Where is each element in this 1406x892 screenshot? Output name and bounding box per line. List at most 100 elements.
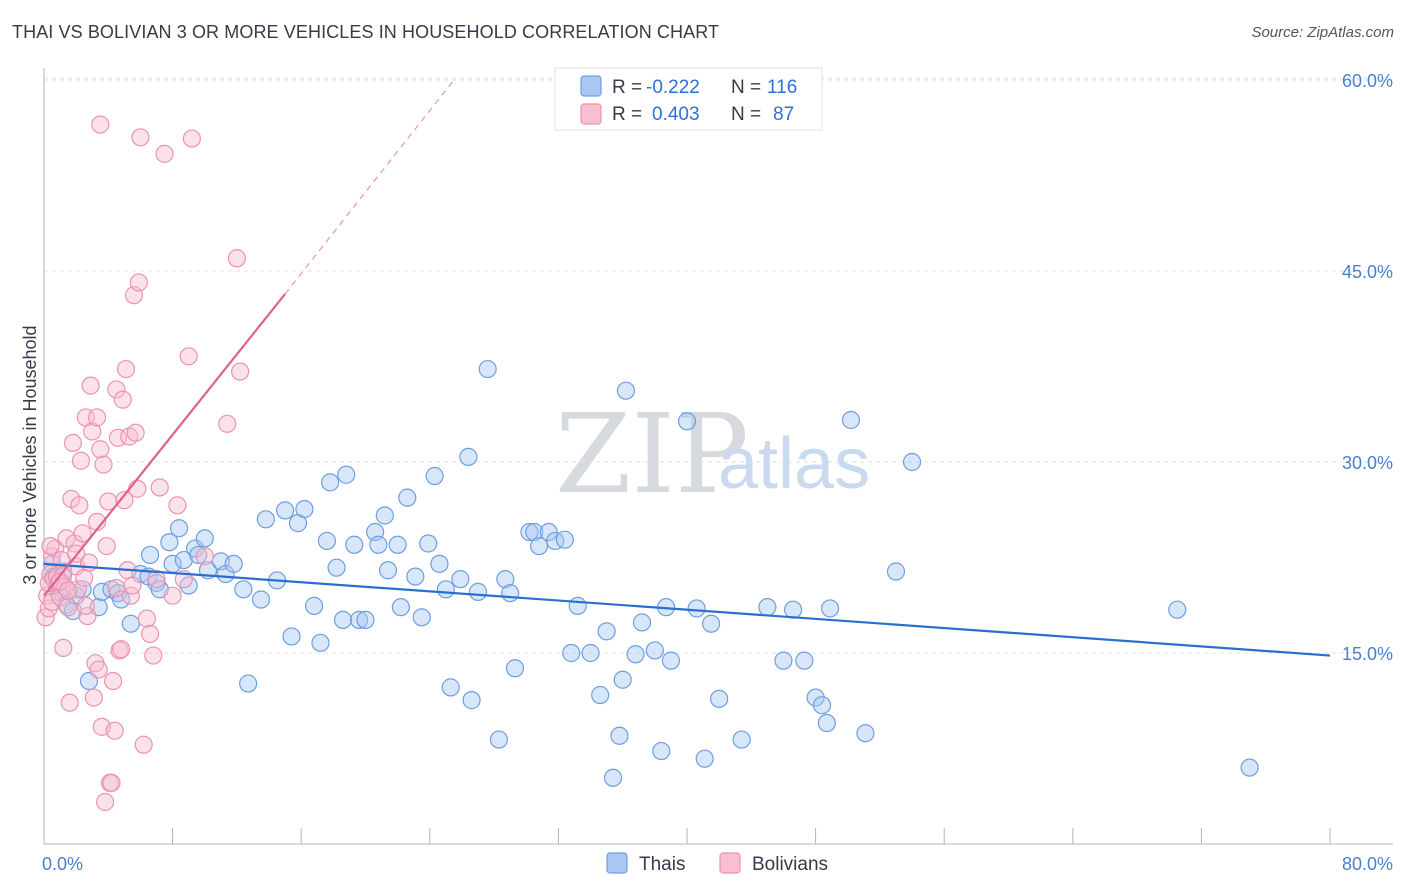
thais-point: [412, 608, 431, 627]
thais-point: [140, 545, 160, 565]
thais-point: [758, 598, 777, 617]
bolivians-point: [115, 491, 134, 510]
thais-point: [702, 614, 721, 633]
bolivians-point: [71, 451, 91, 470]
thais-point: [459, 447, 478, 467]
thais-point: [501, 584, 520, 603]
thais-point: [687, 599, 706, 618]
thais-point: [530, 536, 549, 556]
thais-r-label: R =: [612, 77, 642, 98]
legend-bolivians-label[interactable]: Bolivians: [752, 854, 828, 875]
thais-point: [1168, 600, 1187, 619]
bolivians-point: [137, 609, 156, 628]
thais-point: [451, 570, 470, 589]
thais-point: [902, 452, 922, 472]
thais-point: [1240, 758, 1259, 777]
bolivians-point: [168, 496, 187, 515]
bolivians-trend-line: [43, 293, 286, 597]
bolivians-point: [68, 580, 87, 599]
thais-point: [652, 741, 671, 761]
chart-title: THAI VS BOLIVIAN 3 OR MORE VEHICLES IN H…: [12, 22, 720, 42]
bolivians-point: [46, 539, 65, 558]
legend-thais-swatch[interactable]: [606, 852, 628, 874]
thais-point: [304, 596, 324, 615]
thais-point: [224, 554, 243, 573]
thais-point: [356, 610, 375, 629]
thais-point: [732, 730, 751, 749]
bolivians-point: [59, 581, 78, 600]
bolivians-point: [59, 598, 78, 617]
legend-thais-label[interactable]: Thais: [639, 854, 685, 875]
thais-point: [783, 600, 803, 619]
bolivians-point: [113, 390, 132, 409]
thais-point: [169, 519, 189, 538]
thais-point: [462, 691, 481, 710]
thais-point: [820, 599, 840, 618]
thais-r-value: -0.222: [646, 77, 700, 98]
thais-point: [317, 531, 337, 551]
thais-point: [121, 614, 140, 633]
thais-point: [436, 580, 455, 599]
bolivians-r-label: R =: [612, 104, 642, 125]
bolivians-point: [163, 586, 182, 605]
thais-point: [333, 610, 353, 629]
thais-stat-swatch: [580, 75, 602, 97]
thais-point: [345, 535, 364, 554]
bolivians-point: [83, 422, 102, 441]
thais-point: [195, 529, 214, 548]
bolivians-point: [150, 478, 169, 497]
thais-point: [441, 678, 460, 697]
thais-point: [632, 613, 652, 632]
thais-point: [282, 627, 301, 646]
thais-point: [234, 580, 253, 599]
thais-point: [478, 359, 497, 379]
bolivians-point: [227, 249, 246, 268]
thais-point: [369, 535, 388, 554]
thais-point: [597, 622, 616, 641]
thais-point: [591, 685, 610, 705]
thais-point: [321, 473, 340, 492]
axes: [43, 68, 1393, 845]
thais-point: [388, 535, 407, 554]
y-tick-label: 45.0%: [1342, 262, 1393, 282]
trend-lines: [43, 79, 1331, 657]
bolivians-point: [95, 792, 115, 812]
thais-point: [496, 570, 515, 589]
thais-point: [160, 533, 179, 552]
thais-point: [256, 510, 275, 529]
y-axis-label: 3 or more Vehicles in Household: [20, 325, 40, 584]
bolivians-point: [144, 646, 163, 665]
thais-point: [251, 590, 271, 609]
bolivians-point: [123, 576, 142, 595]
thais-point: [112, 590, 131, 609]
thais-point: [525, 522, 544, 542]
bolivians-point: [91, 115, 110, 134]
thais-point: [489, 730, 509, 749]
bolivians-n-value: 87: [773, 104, 794, 125]
thais-point: [603, 768, 623, 787]
thais-point: [695, 749, 714, 768]
thais-point: [795, 651, 814, 670]
bolivians-point: [89, 660, 108, 679]
bolivians-point: [73, 524, 92, 543]
y-tick-labels: 15.0% 30.0% 45.0% 60.0%: [1342, 71, 1393, 664]
thais-point: [812, 696, 832, 715]
bolivians-point: [102, 773, 121, 792]
thais-point: [555, 530, 574, 549]
bolivians-point: [218, 414, 237, 433]
bolivians-point: [41, 536, 60, 556]
thais-point: [406, 567, 425, 586]
thais-point: [645, 641, 664, 660]
thais-point: [613, 670, 632, 689]
thais-point: [337, 465, 356, 484]
thais-point: [174, 550, 193, 570]
thais-point: [430, 554, 449, 573]
bolivians-point: [63, 433, 83, 452]
bolivians-point: [195, 547, 214, 566]
thais-point: [546, 531, 565, 551]
watermark: ZIP atlas: [555, 390, 870, 518]
thais-point: [375, 506, 394, 525]
legend-bolivians-swatch[interactable]: [719, 852, 741, 874]
thais-point: [189, 545, 208, 565]
thais-point: [327, 558, 346, 577]
